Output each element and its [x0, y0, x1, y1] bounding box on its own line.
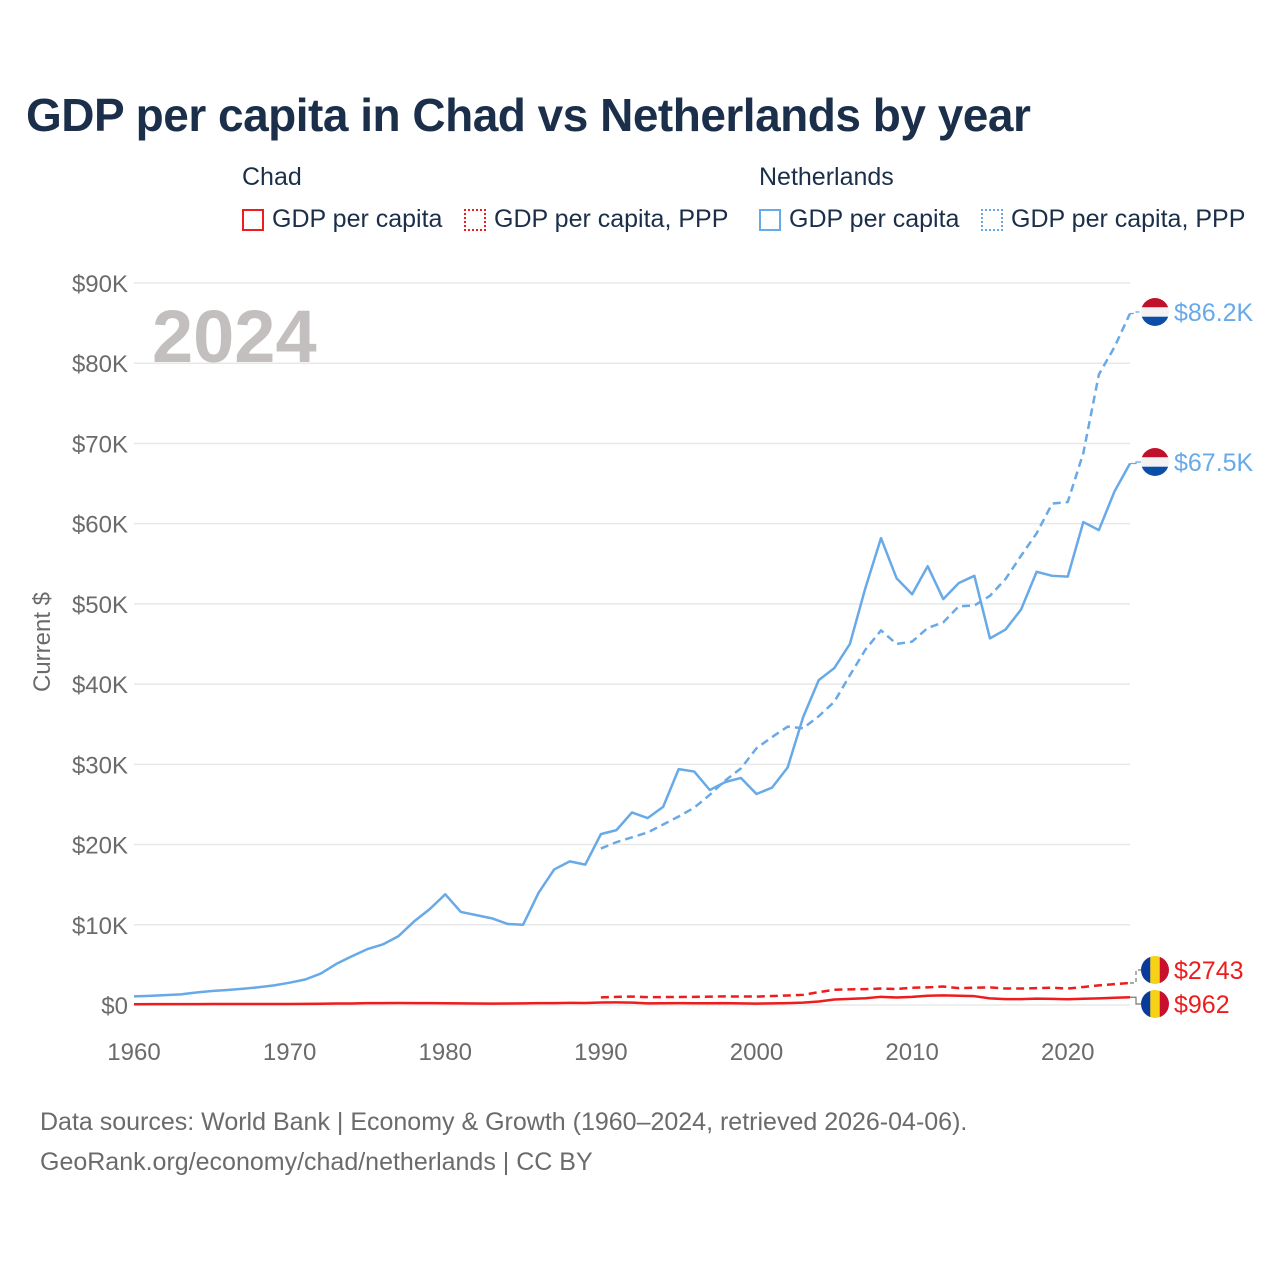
legend-group-netherlands: Netherlands: [759, 163, 894, 191]
x-tick-label: 2020: [1041, 1039, 1094, 1066]
legend-swatch-solid: [242, 208, 264, 231]
y-tick-label: $70K: [72, 431, 128, 458]
series-line-chad-gdp-per-capita-ppp: [600, 981, 1131, 999]
legend-group-chad: Chad: [242, 163, 302, 191]
y-tick-label: $90K: [72, 271, 128, 298]
x-tick-label: 2000: [730, 1039, 783, 1066]
netherlands-flag-icon: [1141, 298, 1169, 326]
y-axis-label: Current $: [29, 592, 56, 692]
y-tick-label: $0: [101, 993, 128, 1020]
legend-chad-ppp[interactable]: GDP per capita, PPP: [464, 205, 728, 234]
legend-netherlands-ppp[interactable]: GDP per capita, PPP: [981, 205, 1245, 234]
y-tick-label: $40K: [72, 672, 128, 699]
y-tick-label: $50K: [72, 592, 128, 619]
chart-title: GDP per capita in Chad vs Netherlands by…: [26, 89, 1031, 141]
end-value-label: $86.2K: [1174, 299, 1254, 327]
end-value-label: $962: [1174, 991, 1230, 1019]
legend-swatch-dotted: [464, 208, 486, 231]
footer-attribution[interactable]: GeoRank.org/economy/chad/netherlands | C…: [40, 1148, 593, 1176]
x-tick-label: 1970: [263, 1039, 316, 1066]
series-line-chad-gdp-per-capita: [133, 994, 1131, 1006]
end-value-label: $67.5K: [1174, 449, 1254, 477]
chad-flag-icon: [1141, 990, 1169, 1018]
footer-sources: Data sources: World Bank | Economy & Gro…: [40, 1108, 968, 1136]
chad-flag-icon: [1141, 956, 1169, 984]
x-tick-label: 1960: [107, 1039, 160, 1066]
y-tick-label: $80K: [72, 351, 128, 378]
x-tick-label: 1990: [574, 1039, 627, 1066]
legend-label: GDP per capita, PPP: [1011, 205, 1246, 233]
legend-chad-gdp[interactable]: GDP per capita: [242, 205, 442, 234]
legend-label: GDP per capita: [789, 205, 960, 233]
end-connector: [1130, 311, 1142, 315]
legend-netherlands-gdp[interactable]: GDP per capita: [759, 205, 959, 234]
y-tick-label: $30K: [72, 752, 128, 779]
series-line-netherlands-gdp-per-capita: [133, 462, 1132, 998]
y-tick-label: $60K: [72, 512, 128, 539]
end-connector: [1130, 969, 1142, 984]
end-connector: [1130, 461, 1142, 465]
legend-label: GDP per capita: [272, 205, 443, 233]
legend-swatch-dotted: [981, 208, 1003, 231]
series-line-netherlands-gdp-per-capita-ppp: [600, 312, 1132, 850]
y-tick-label: $20K: [72, 833, 128, 860]
end-connector: [1130, 996, 1142, 1005]
y-tick-label: $10K: [72, 913, 128, 940]
x-tick-label: 2010: [885, 1039, 938, 1066]
year-watermark: 2024: [152, 295, 317, 378]
x-tick-label: 1980: [419, 1039, 472, 1066]
end-value-label: $2743: [1174, 957, 1244, 985]
netherlands-flag-icon: [1141, 448, 1169, 476]
legend-swatch-solid: [759, 208, 781, 231]
legend-label: GDP per capita, PPP: [494, 205, 729, 233]
